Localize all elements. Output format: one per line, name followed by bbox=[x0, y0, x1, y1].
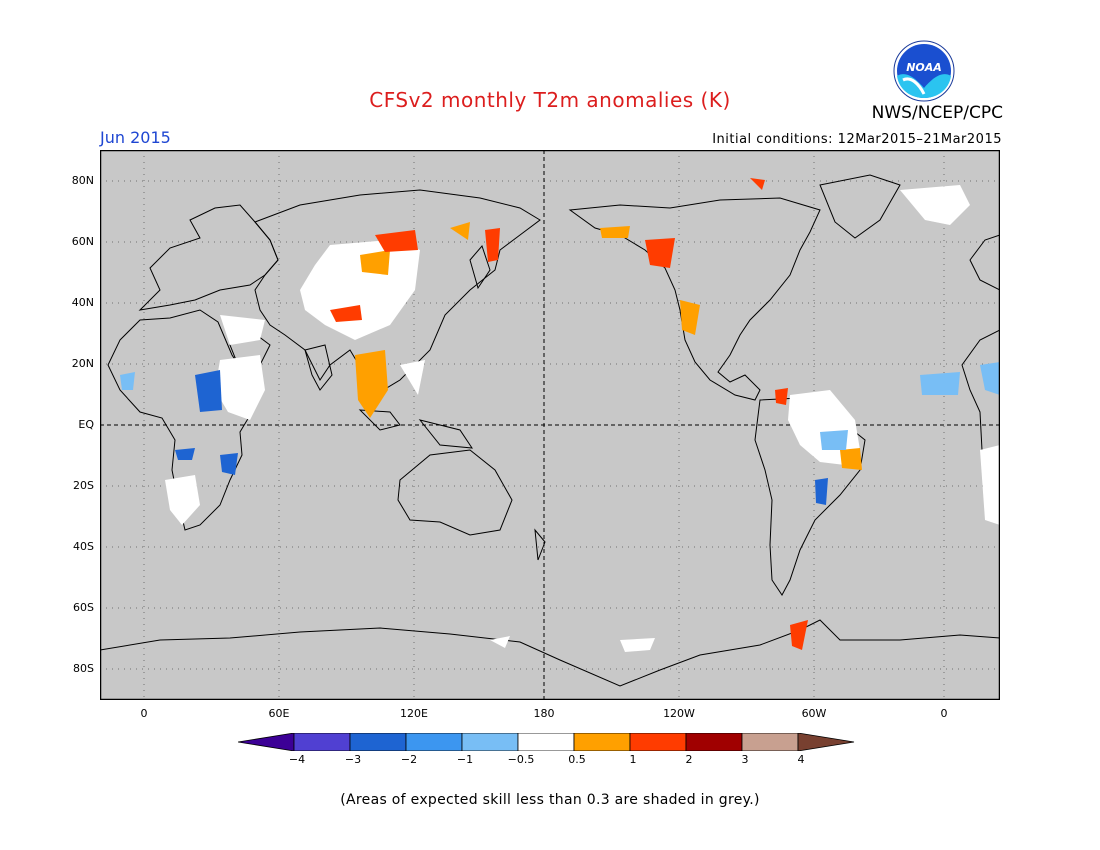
lon-label: 120E bbox=[400, 707, 428, 720]
lat-label: 20S bbox=[73, 479, 94, 492]
colorbar-segment bbox=[573, 733, 631, 751]
colorbar-segment bbox=[797, 733, 855, 751]
colorbar-segment bbox=[685, 733, 743, 751]
lon-label: 60E bbox=[268, 707, 290, 720]
forecast-period: Jun 2015 bbox=[100, 128, 171, 147]
lat-label: 60S bbox=[73, 601, 94, 614]
colorbar-segment bbox=[629, 733, 687, 751]
colorbar-label: 3 bbox=[741, 753, 749, 766]
agency-label: NWS/NCEP/CPC bbox=[871, 103, 1003, 123]
colorbar-segment bbox=[238, 733, 295, 751]
colorbar-label: −2 bbox=[400, 753, 418, 766]
lon-label: 180 bbox=[533, 707, 555, 720]
colorbar-segment bbox=[517, 733, 575, 751]
lon-label: 120W bbox=[663, 707, 695, 720]
lon-label: 60W bbox=[801, 707, 827, 720]
lon-label: 0 bbox=[140, 707, 148, 720]
colorbar-label: −0.5 bbox=[507, 753, 535, 766]
colorbar bbox=[238, 733, 855, 751]
noaa-logo: NOAA bbox=[893, 40, 955, 102]
colorbar-segment bbox=[405, 733, 463, 751]
lat-label: 60N bbox=[71, 235, 94, 248]
colorbar-segment bbox=[741, 733, 799, 751]
map-title: CFSv2 monthly T2m anomalies (K) bbox=[369, 88, 731, 112]
colorbar-segment bbox=[293, 733, 351, 751]
cool-anomaly-patches bbox=[120, 362, 1000, 450]
colorbar-label: −3 bbox=[344, 753, 362, 766]
lat-label: 40N bbox=[71, 296, 94, 309]
lat-label: 80N bbox=[71, 174, 94, 187]
lon-label: 0 bbox=[940, 707, 948, 720]
colorbar-label: 0.5 bbox=[568, 753, 586, 766]
svg-text:NOAA: NOAA bbox=[906, 61, 942, 74]
skill-footnote: (Areas of expected skill less than 0.3 a… bbox=[340, 792, 760, 808]
lat-label: EQ bbox=[78, 418, 94, 431]
map-frame bbox=[100, 150, 1000, 700]
colorbar-segment bbox=[461, 733, 519, 751]
colorbar-label: −4 bbox=[288, 753, 306, 766]
anomaly-patches bbox=[120, 178, 1000, 652]
colorbar-segment bbox=[349, 733, 407, 751]
colorbar-label: 1 bbox=[629, 753, 637, 766]
lat-label: 80S bbox=[73, 662, 94, 675]
warm-anomaly-patches bbox=[355, 222, 862, 470]
anomaly-map bbox=[100, 150, 1000, 700]
colorbar-label: 4 bbox=[797, 753, 805, 766]
strong-warm-patches bbox=[330, 178, 808, 650]
lat-label: 40S bbox=[73, 540, 94, 553]
colorbar-label: 2 bbox=[685, 753, 693, 766]
initial-conditions: Initial conditions: 12Mar2015–21Mar2015 bbox=[712, 132, 1002, 147]
strong-cool-patches bbox=[175, 370, 828, 505]
colorbar-label: −1 bbox=[456, 753, 474, 766]
near-normal-patches bbox=[165, 185, 1000, 652]
lat-label: 20N bbox=[71, 357, 94, 370]
